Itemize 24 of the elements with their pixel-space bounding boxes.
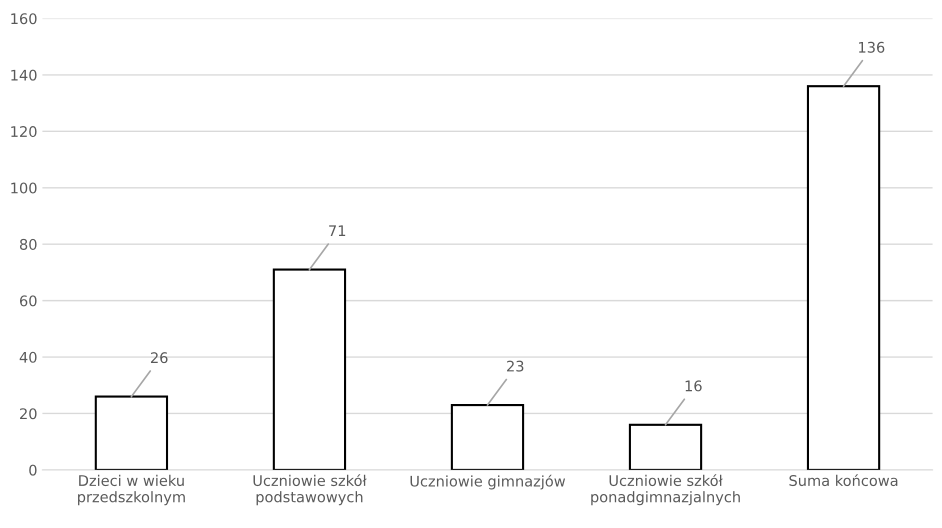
data-label: 26 xyxy=(150,352,168,364)
y-tick-label: 20 xyxy=(20,408,37,420)
y-tick-label: 100 xyxy=(11,182,37,194)
data-label: 23 xyxy=(507,360,524,372)
bar xyxy=(272,268,346,470)
data-label: 136 xyxy=(859,42,884,53)
y-tick-label: 0 xyxy=(29,464,37,476)
x-tick-label: Dzieci w wieku przedszkolnym xyxy=(78,474,185,506)
y-tick-label: 60 xyxy=(20,295,37,306)
y-tick-label: 160 xyxy=(11,13,37,24)
bar xyxy=(450,404,524,470)
bar xyxy=(94,396,168,470)
bar xyxy=(628,424,702,470)
bar xyxy=(806,85,880,470)
x-tick-label: Uczniowie szkół podstawowych xyxy=(254,474,367,506)
y-tick-label: 140 xyxy=(11,70,37,81)
data-label: 71 xyxy=(329,225,346,236)
data-label: 16 xyxy=(686,380,702,392)
y-tick-label: 80 xyxy=(20,238,37,250)
x-tick-label: Suma końcowa xyxy=(789,474,898,486)
x-tick-label: Uczniowie gimnazjów xyxy=(410,474,566,490)
y-tick-label: 120 xyxy=(11,126,37,138)
y-tick-label: 40 xyxy=(20,352,37,363)
x-tick-label: Uczniowie szkół ponadgimnazjalnych xyxy=(591,474,740,506)
